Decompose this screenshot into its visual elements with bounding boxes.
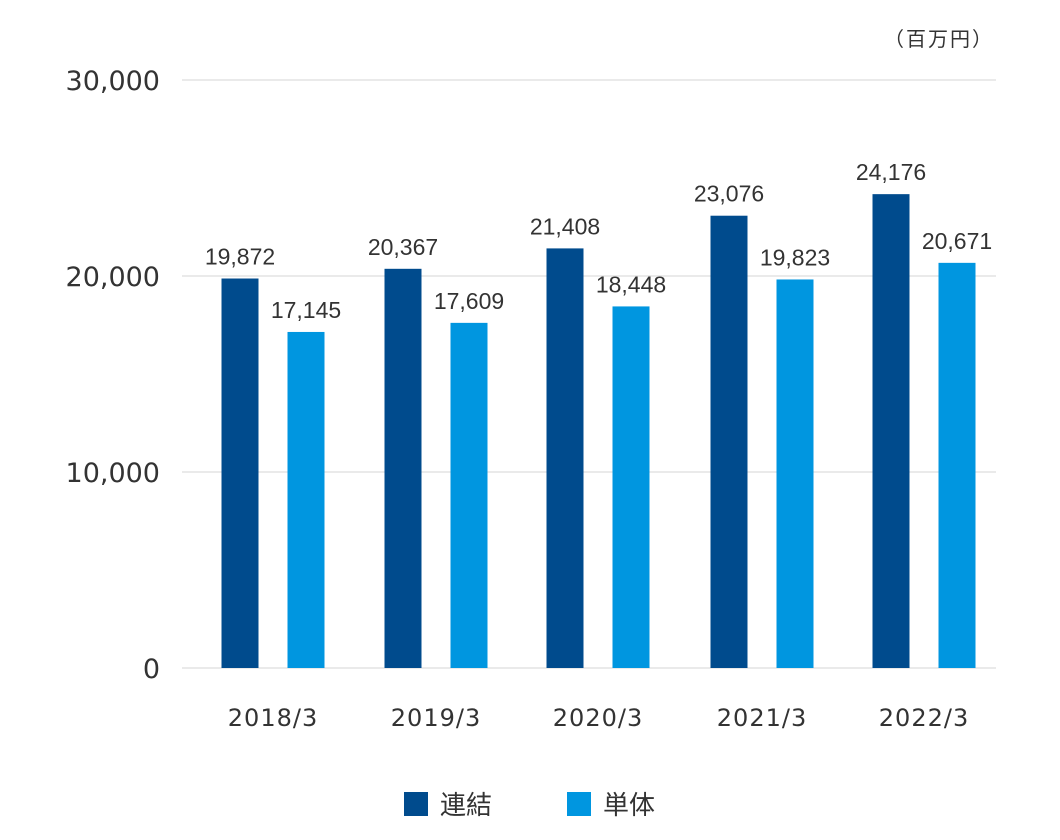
- data-label: 19,872: [205, 244, 275, 270]
- x-tick-label: 2021/3: [717, 704, 807, 732]
- bar-consolidated: [384, 268, 422, 668]
- bar-consolidated: [872, 194, 910, 669]
- unit-label: （百万円）: [884, 27, 994, 51]
- data-label: 18,448: [596, 271, 666, 297]
- x-tick-label: 2022/3: [879, 704, 969, 732]
- x-axis: 2018/3 2019/3 2020/3 2021/3 2022/3: [228, 704, 969, 732]
- y-tick-label: 20,000: [66, 262, 160, 293]
- y-tick-label: 10,000: [66, 458, 160, 489]
- data-label: 19,823: [760, 244, 830, 270]
- bar-consolidated: [221, 278, 259, 668]
- data-label: 17,145: [271, 297, 341, 323]
- bar-standalone: [450, 322, 488, 668]
- data-label: 20,671: [922, 228, 992, 254]
- legend-swatch: [404, 792, 428, 816]
- y-axis: 0 10,000 20,000 30,000: [66, 66, 160, 685]
- data-label: 23,076: [694, 181, 764, 207]
- x-tick-label: 2019/3: [391, 704, 481, 732]
- legend-label: 単体: [603, 791, 655, 821]
- bar-standalone: [776, 279, 814, 668]
- data-label: 20,367: [368, 234, 438, 260]
- data-label: 17,609: [434, 288, 504, 314]
- bars: [221, 194, 976, 669]
- data-labels: 19,872 17,145 20,367 17,609 21,408 18,448 23,0…: [205, 159, 992, 323]
- data-label: 24,176: [856, 159, 926, 185]
- bar-standalone: [938, 262, 976, 668]
- bar-consolidated: [546, 248, 584, 668]
- bar-standalone: [287, 331, 325, 668]
- x-tick-label: 2018/3: [228, 704, 318, 732]
- bar-consolidated: [710, 215, 748, 669]
- y-tick-label: 0: [143, 654, 160, 685]
- x-tick-label: 2020/3: [553, 704, 643, 732]
- bar-standalone: [612, 306, 650, 668]
- data-label: 21,408: [530, 213, 600, 239]
- legend: 連結 単体: [404, 791, 655, 821]
- y-tick-label: 30,000: [66, 66, 160, 97]
- legend-label: 連結: [440, 791, 492, 821]
- legend-swatch: [567, 792, 591, 816]
